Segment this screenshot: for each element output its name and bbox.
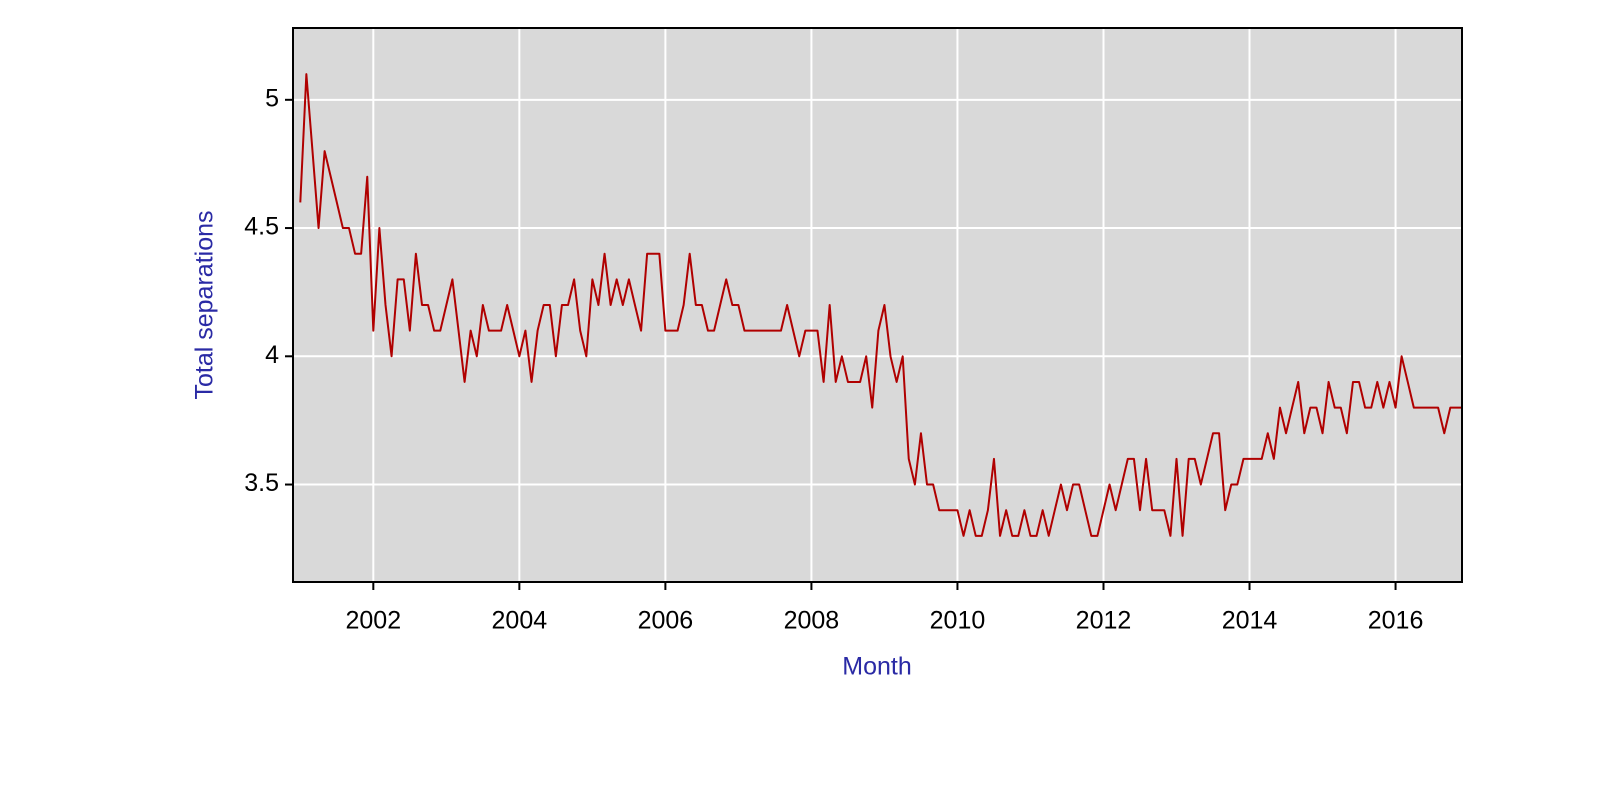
series [299,73,1463,537]
data-line [299,73,1463,537]
x-tick-label: 2004 [492,607,548,635]
plot-area [293,28,1462,582]
x-tick-label: 2008 [784,607,840,635]
x-axis-title: Month [842,653,911,681]
y-tick-label: 3.5 [244,469,279,497]
x-tick-label: 2002 [346,607,402,635]
x-tick-label: 2006 [638,607,694,635]
y-axis-title: Total separations [191,210,219,399]
y-tick-label: 4 [265,341,279,369]
y-tick-label: 5 [265,84,279,112]
plot-frame [292,27,1463,583]
x-tick-label: 2016 [1368,607,1424,635]
y-tick-label: 4.5 [244,213,279,241]
x-tick-label: 2014 [1222,607,1278,635]
x-tick-label: 2010 [930,607,986,635]
grid [293,28,1462,582]
x-tick-label: 2012 [1076,607,1132,635]
